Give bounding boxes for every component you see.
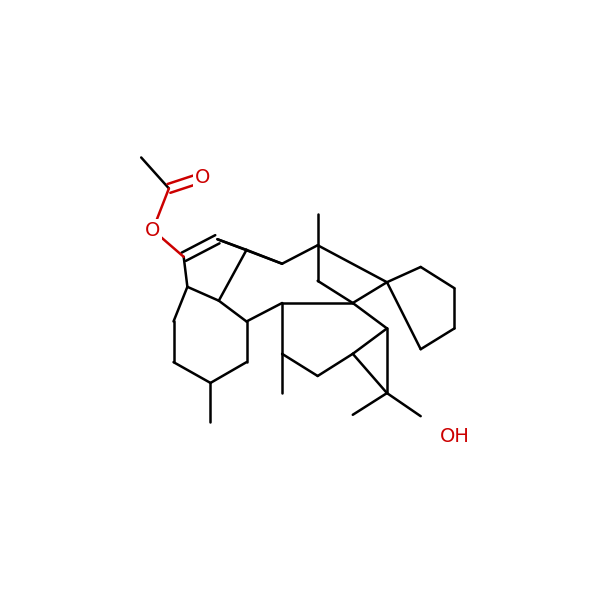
Text: O: O (145, 221, 160, 239)
Text: O: O (195, 168, 211, 187)
Text: OH: OH (439, 427, 469, 446)
